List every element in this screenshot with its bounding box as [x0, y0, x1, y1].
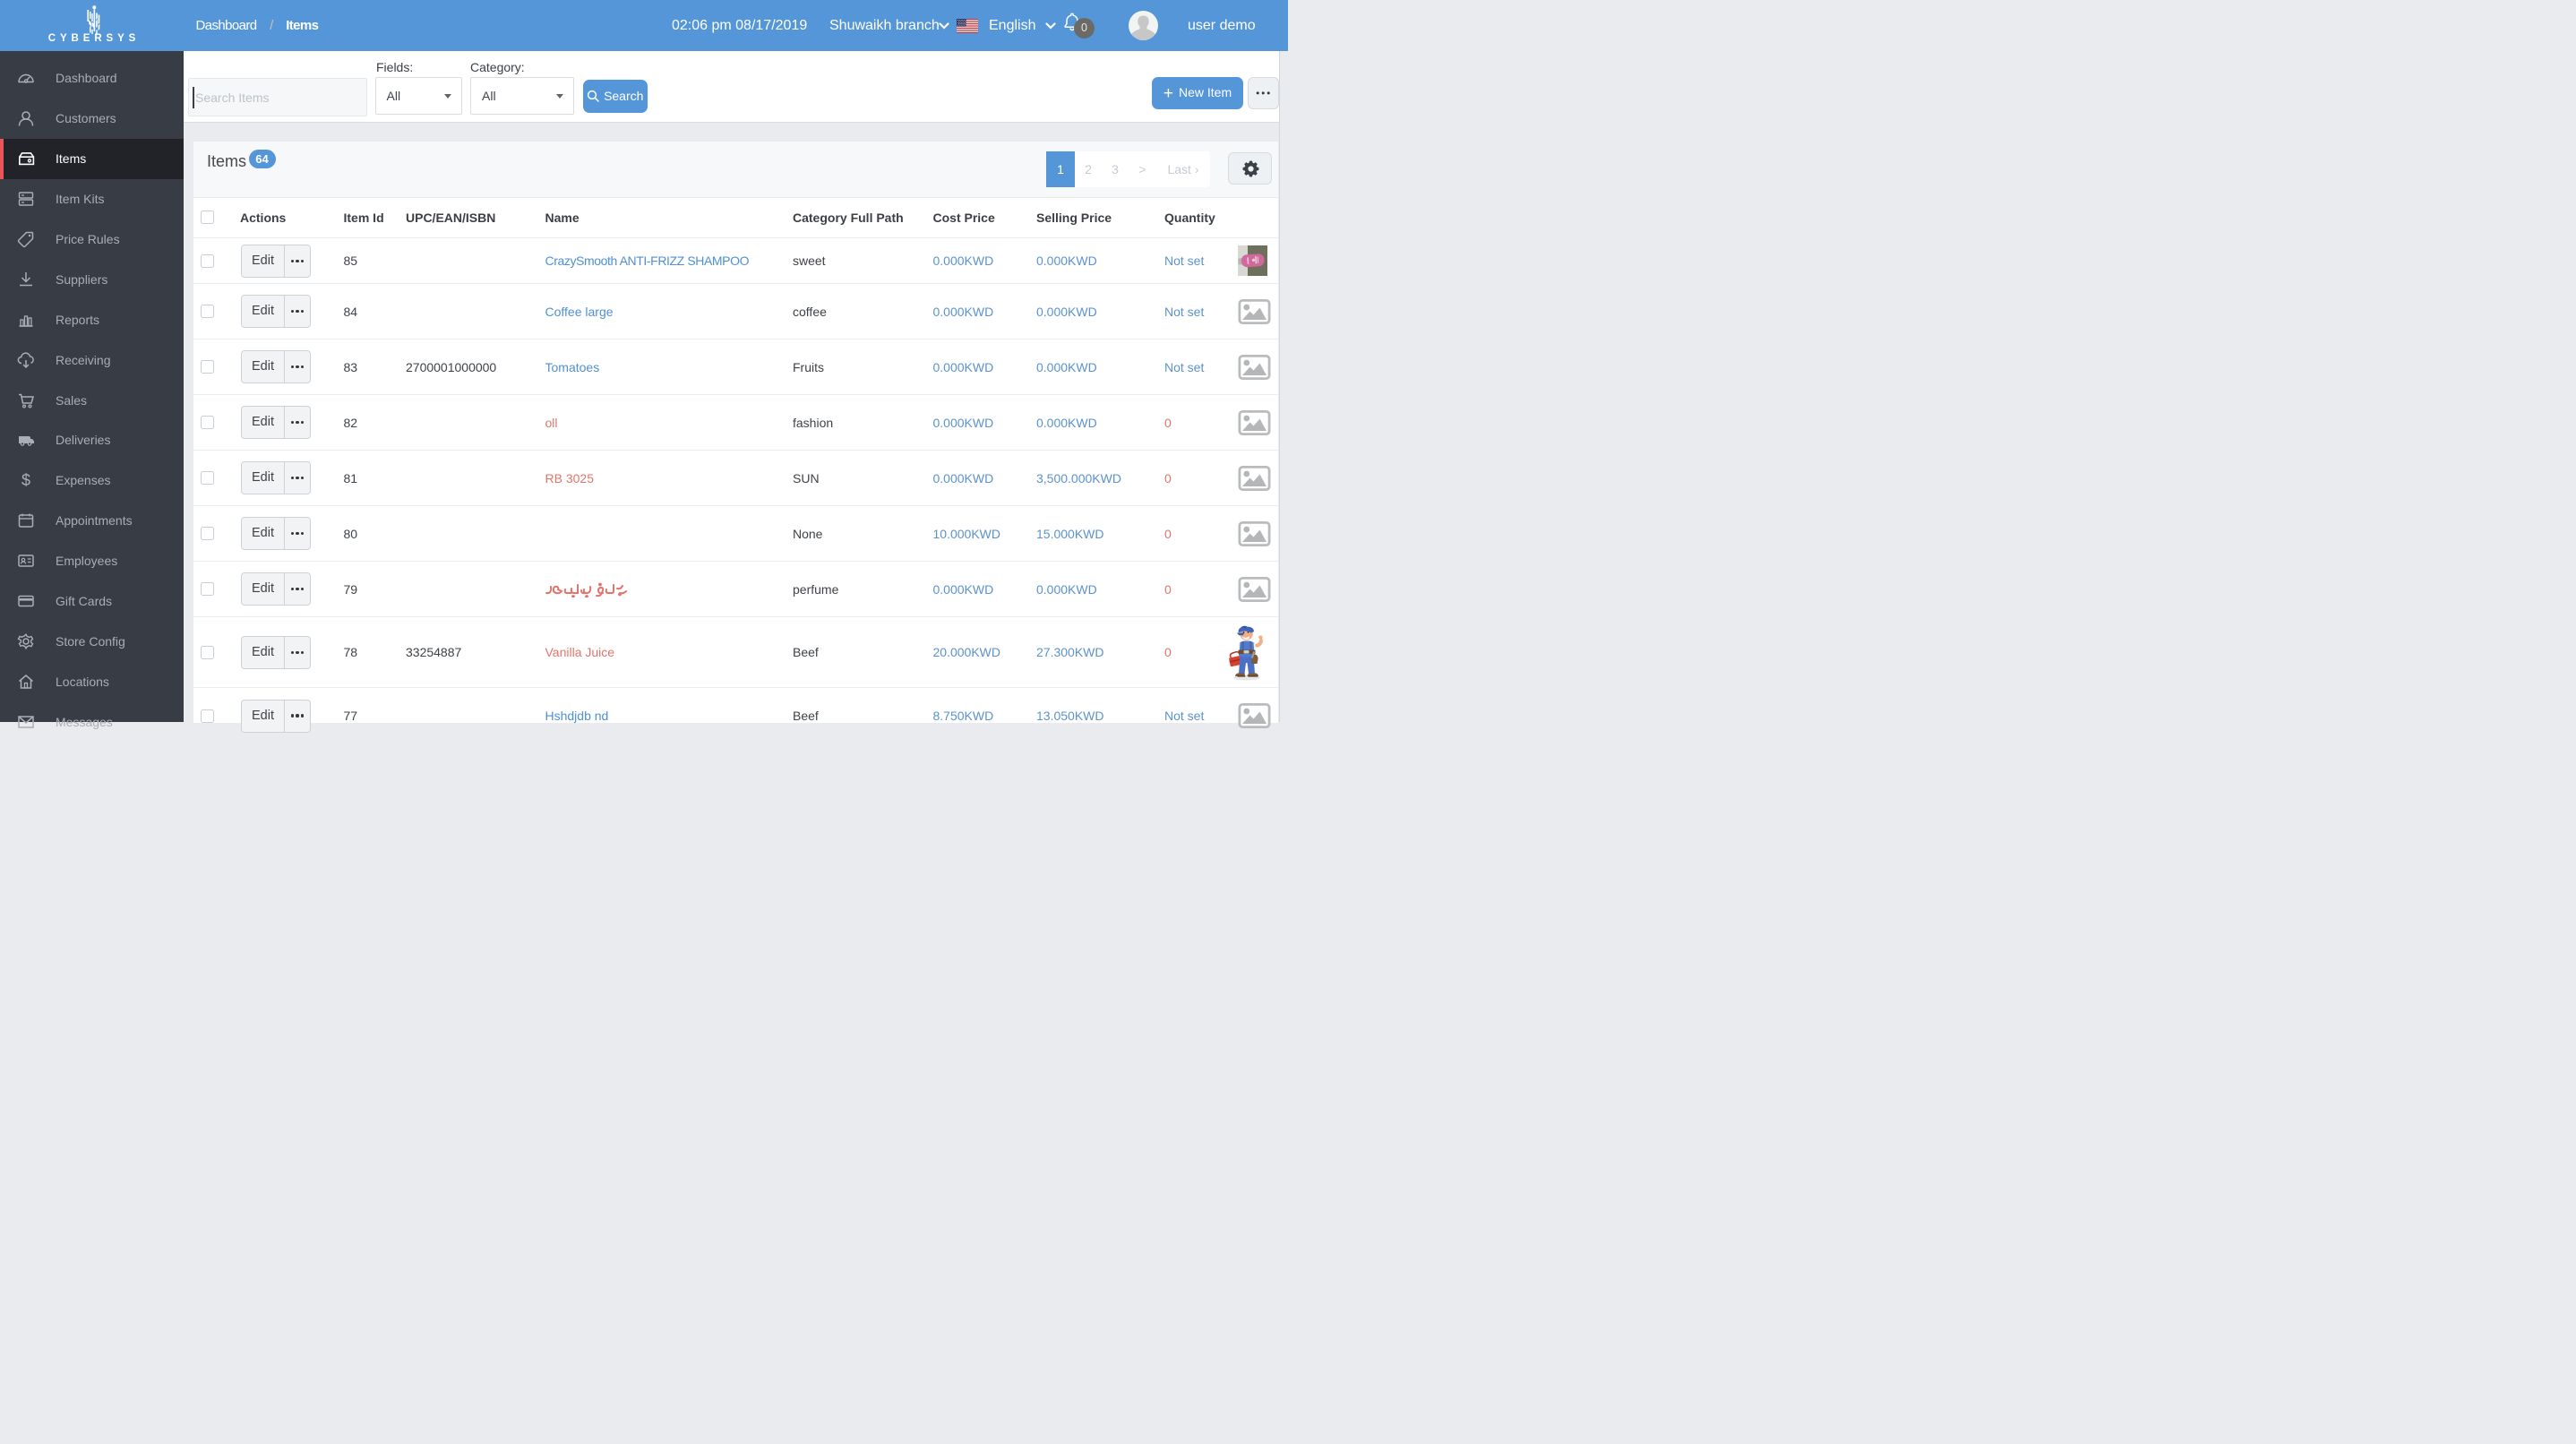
svg-text:$: $ — [21, 471, 30, 489]
